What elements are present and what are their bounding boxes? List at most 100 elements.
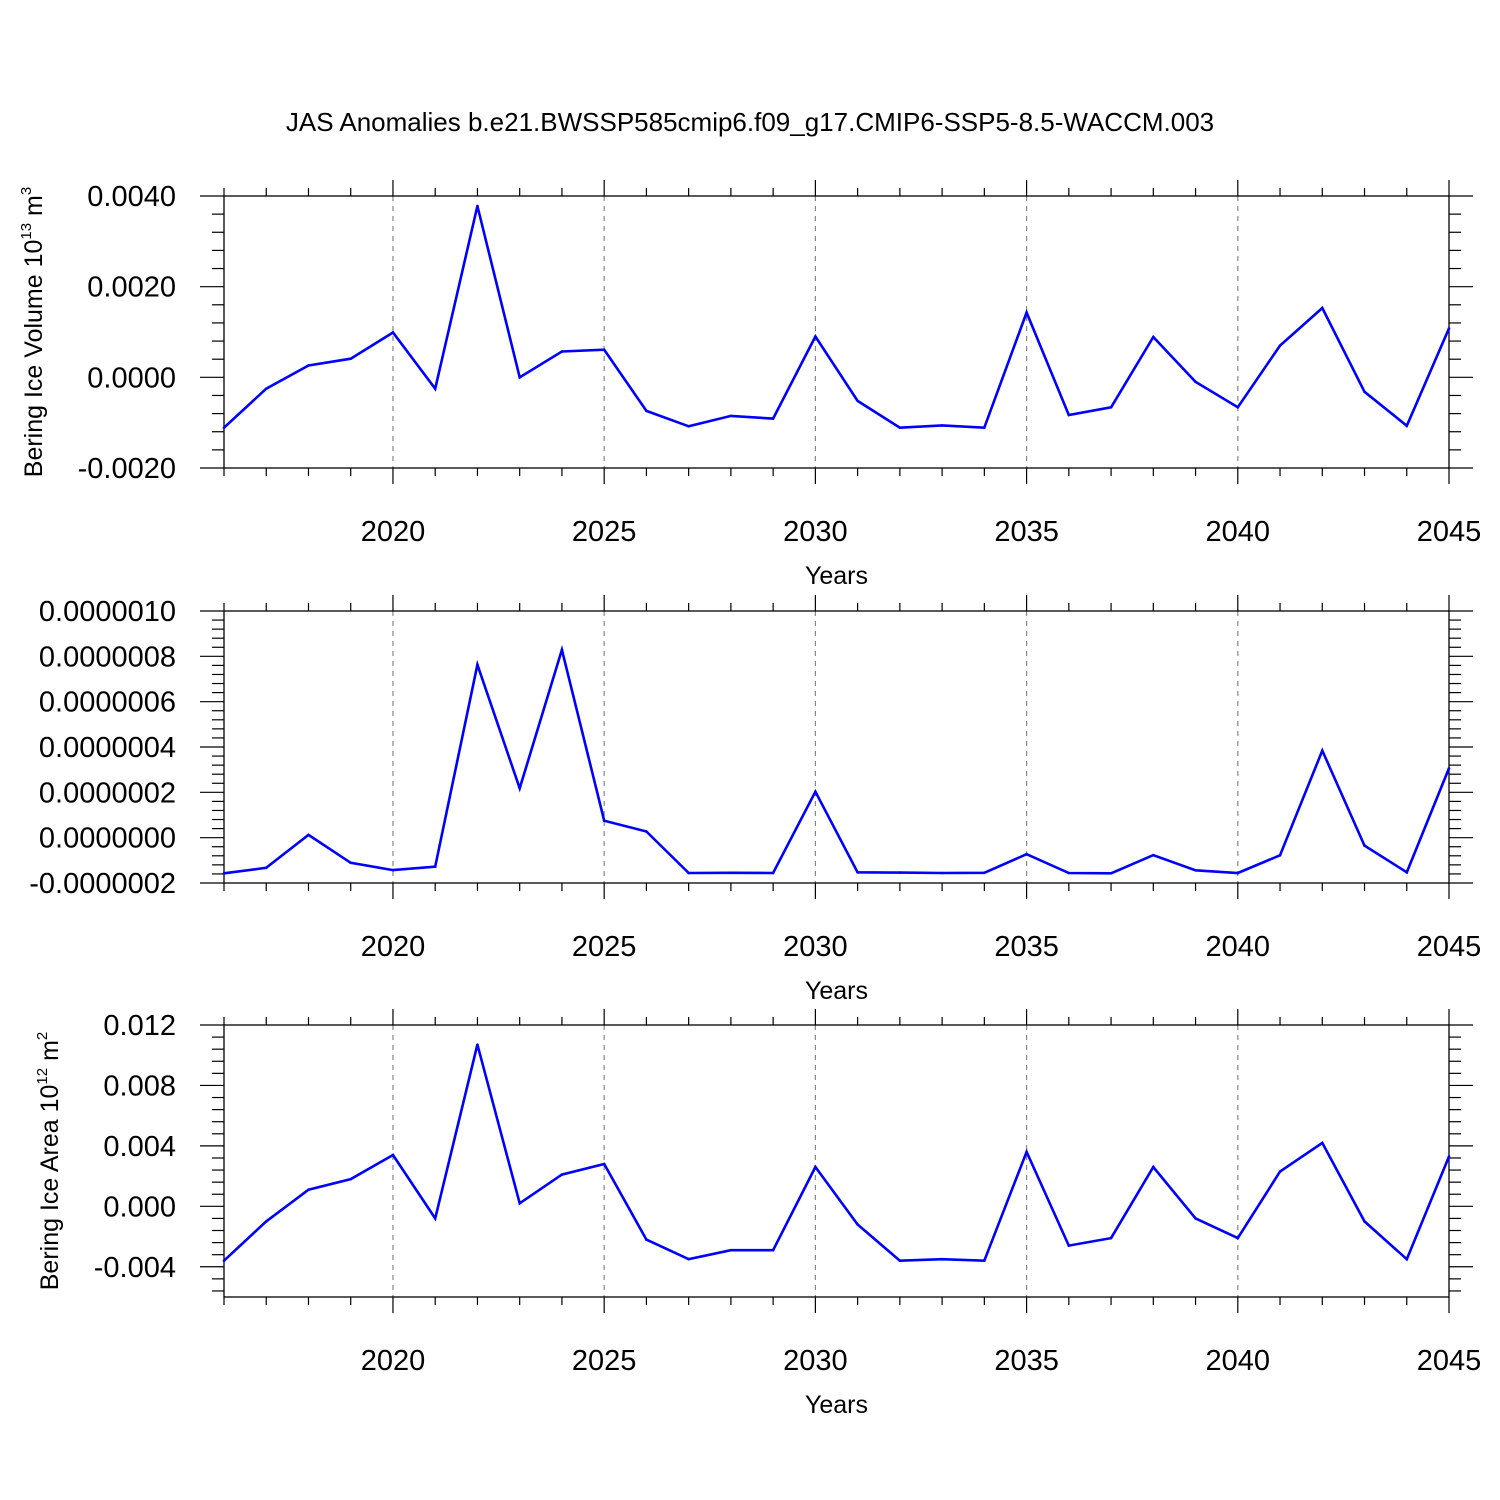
data-point: [349, 861, 353, 865]
y-tick-label: 0.004: [103, 1131, 176, 1163]
data-point: [1236, 871, 1240, 875]
data-point: [856, 1223, 859, 1226]
data-point: [307, 1188, 310, 1192]
data-point: [1447, 767, 1451, 770]
data-point: [687, 871, 690, 875]
x-tick-label: 2040: [1206, 931, 1271, 963]
data-point: [391, 331, 395, 334]
x-axis-label: Years: [805, 562, 868, 590]
data-point: [1405, 871, 1409, 874]
y-axis-label-text: Bering Ice Area 10: [36, 1085, 64, 1291]
data-point: [898, 871, 902, 874]
y-tick-label: 0.0000008: [39, 641, 176, 673]
series-line: [223, 1044, 1451, 1263]
y-tick-label: 0.0000010: [39, 596, 176, 628]
x-tick-label: 2030: [783, 931, 848, 963]
data-point: [264, 1220, 268, 1223]
data-point: [476, 204, 479, 208]
data-point: [687, 1257, 690, 1261]
data-point: [264, 387, 268, 390]
plot-frame: [223, 610, 1450, 884]
data-point: [1405, 424, 1409, 428]
data-point: [1278, 344, 1282, 347]
data-point: [560, 648, 564, 652]
data-point: [307, 364, 310, 367]
y-tick-label: -0.0020: [78, 453, 176, 485]
data-point: [771, 417, 775, 420]
plot-frame: [223, 1024, 1450, 1298]
x-tick-label: 2025: [572, 516, 637, 548]
x-axis-label: Years: [805, 977, 868, 1005]
data-point: [983, 1259, 986, 1263]
y-tick-label: 0.012: [103, 1010, 176, 1042]
y-tick-label: 0.0000002: [39, 777, 176, 809]
data-point: [391, 868, 395, 872]
y-tick-label: 0.008: [103, 1070, 176, 1102]
panels: 2020 2025 2030 2035 2040 2045 Years -0.0020 0.00…: [18, 180, 1481, 1419]
y-tick-label: 0.0020: [87, 272, 176, 304]
data-point: [560, 350, 564, 353]
plot-frame: [223, 195, 1450, 469]
x-tick-label: 2020: [361, 516, 426, 548]
data-point: [1447, 327, 1451, 330]
data-point: [433, 1217, 437, 1220]
series-line: [223, 644, 1451, 875]
data-point: [771, 871, 775, 875]
data-point: [1109, 871, 1113, 875]
data-point: [1067, 871, 1071, 875]
data-point: [1152, 335, 1155, 339]
data-point: [1447, 1155, 1451, 1158]
y-tick-label: 0.0040: [87, 181, 176, 213]
y-tick-label: 0.0000004: [39, 732, 176, 764]
data-point: [1152, 1165, 1155, 1169]
y-axis-label-exponent: 13: [18, 223, 35, 240]
y-axis-label-unit: m: [36, 1040, 64, 1068]
data-point: [222, 1259, 226, 1263]
data-point: [1067, 1244, 1071, 1247]
data-point: [1320, 1141, 1324, 1145]
data-point: [518, 1202, 521, 1205]
data-point: [307, 833, 310, 837]
y-axis-label: Bering Ice Volume 1013 m3: [18, 187, 48, 477]
chart-title: JAS Anomalies b.e21.BWSSP585cmip6.f09_g1…: [286, 107, 1214, 137]
data-point: [1363, 390, 1366, 394]
data-point: [1025, 852, 1028, 856]
data-point: [1278, 1170, 1282, 1173]
x-tick-label: 2020: [361, 1345, 426, 1377]
y-tick-label: -0.0000002: [29, 868, 176, 900]
x-tick-label: 2025: [572, 1345, 637, 1377]
data-point: [1025, 311, 1028, 314]
x-tick-label: 2030: [783, 516, 848, 548]
data-point: [771, 1248, 775, 1252]
y-tick-label: 0.0000006: [39, 687, 176, 719]
x-tick-label: 2035: [994, 931, 1059, 963]
data-point: [1194, 869, 1197, 872]
data-point: [1363, 1220, 1366, 1223]
panel-1: 2020 2025 2030 2035 2040 2045 Years -0.0020 0.00…: [18, 180, 1481, 590]
data-point: [645, 1238, 648, 1241]
data-point: [1194, 1217, 1197, 1220]
data-point: [1236, 1236, 1240, 1240]
data-point: [983, 426, 986, 429]
data-point: [940, 1257, 944, 1261]
data-point: [349, 357, 353, 361]
data-point: [476, 663, 479, 667]
data-point: [349, 1177, 353, 1181]
data-point: [433, 865, 437, 868]
data-point: [1278, 854, 1282, 857]
data-point: [1320, 749, 1324, 752]
x-axis-label: Years: [805, 1391, 868, 1419]
data-point: [814, 1165, 817, 1169]
data-point: [898, 426, 902, 429]
y-axis-label-unit-exponent: 2: [34, 1032, 51, 1040]
data-point: [814, 790, 817, 793]
y-axis-label-exponent: 12: [34, 1068, 51, 1085]
data-point: [1109, 1236, 1113, 1240]
y-tick-label: -0.004: [94, 1252, 176, 1284]
y-axis-label-unit: m: [20, 195, 48, 223]
y-axis-label: Bering Ice Area 1012 m2: [34, 1032, 64, 1291]
data-point: [222, 871, 226, 875]
data-point: [602, 348, 606, 351]
panel-2: 2020 2025 2030 2035 2040 2045 Years -0.0000002 0…: [29, 595, 1481, 1005]
y-tick-label: 0.0000000: [39, 823, 176, 855]
